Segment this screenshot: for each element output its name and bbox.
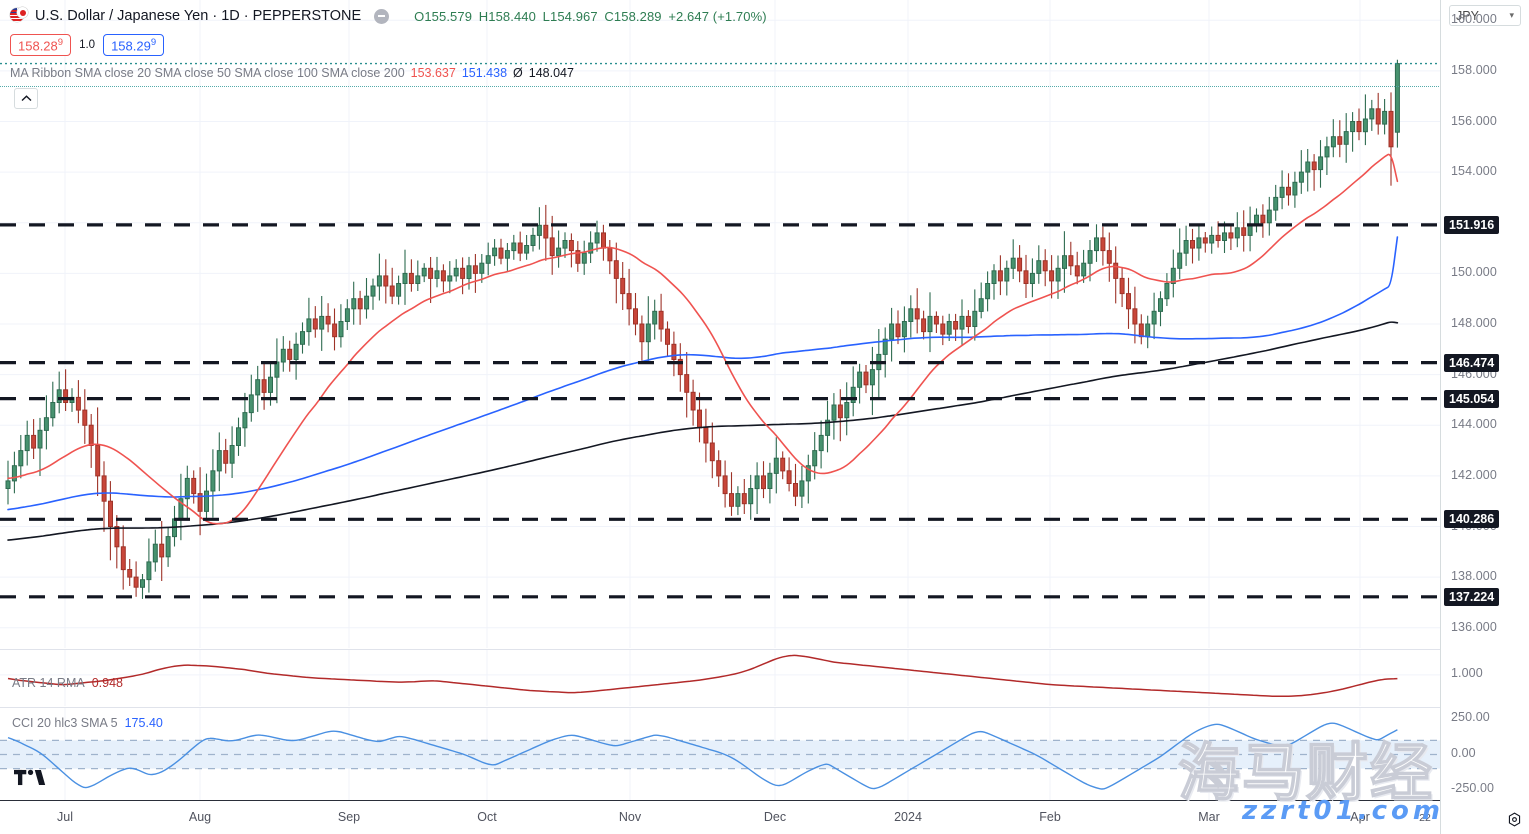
currency-label: JPY	[1456, 8, 1479, 23]
time-axis-tick: Apr	[1350, 810, 1370, 824]
atr-chart-canvas	[0, 650, 1440, 706]
cci-axis-tick: 250.00	[1451, 710, 1490, 725]
currency-selector[interactable]: JPY ▾	[1449, 5, 1521, 26]
price-level-badge[interactable]: 145.054	[1444, 389, 1500, 408]
ma-ribbon-value-avg: 148.047	[528, 66, 574, 80]
price-chart-canvas	[0, 0, 1440, 648]
atr-legend[interactable]: ATR 14 RMA 0.948	[12, 676, 123, 690]
cci-title: CCI 20 hlc3 SMA 5	[12, 716, 118, 730]
price-level-badge[interactable]: 140.286	[1444, 510, 1500, 529]
ma-ribbon-avg-symbol: Ø	[513, 66, 523, 80]
price-axis-tick: 160.000	[1451, 12, 1497, 27]
chevron-up-icon	[21, 95, 31, 102]
price-axis-tick: 150.000	[1451, 265, 1497, 280]
time-axis-tick: 2024	[894, 810, 922, 824]
price-axis-tick: 136.000	[1451, 619, 1497, 634]
time-axis-tick: Dec	[763, 810, 787, 824]
price-axis[interactable]: JPY ▾ 136.000138.000140.000142.000144.00…	[1440, 0, 1529, 834]
cci-chart-canvas	[0, 708, 1440, 800]
price-axis-tick: 138.000	[1451, 569, 1497, 584]
bid-price-box[interactable]: 158.289	[10, 34, 72, 57]
time-axis-tick: Nov	[618, 810, 642, 824]
time-axis[interactable]: Jul Aug Sep Oct Nov Dec 2024 Feb Mar Apr 22	[0, 800, 1440, 834]
ask-price: 158.29	[111, 38, 151, 54]
price-axis-tick: 156.000	[1451, 113, 1497, 128]
ohlc-low: L154.967	[542, 8, 598, 24]
time-axis-tick: Jul	[57, 810, 73, 824]
pane-separator	[0, 86, 1529, 87]
tradingview-logo[interactable]	[14, 768, 48, 792]
symbol-title[interactable]: U.S. Dollar / Japanese Yen · 1D · PEPPER…	[35, 8, 362, 24]
ma-ribbon-value-blue: 151.438	[461, 66, 508, 80]
time-axis-tick: Sep	[337, 810, 361, 824]
atr-axis-tick: 1.000	[1451, 665, 1483, 680]
ma-ribbon-value-red: 153.637	[410, 66, 456, 80]
ask-price-box[interactable]: 158.299	[103, 34, 165, 57]
hide-series-icon[interactable]	[374, 8, 390, 24]
spread-value: 1.0	[79, 39, 96, 52]
cci-indicator-pane[interactable]	[0, 707, 1440, 800]
chevron-down-icon: ▾	[1509, 10, 1514, 20]
bid-price-fraction: 9	[57, 37, 64, 48]
cci-axis-tick: -250.00	[1451, 780, 1495, 795]
time-axis-tick-last: 22	[1419, 812, 1431, 824]
cci-legend[interactable]: CCI 20 hlc3 SMA 5 175.40	[12, 716, 163, 730]
usd-jpy-flag-icon	[10, 7, 28, 25]
bid-price: 158.28	[18, 38, 58, 54]
cci-axis-tick: 0.00	[1451, 745, 1476, 760]
time-axis-tick: Feb	[1039, 810, 1061, 824]
ohlc-values: O155.579 H158.440 L154.967 C158.289 +2.6…	[414, 9, 770, 24]
time-axis-tick: Mar	[1198, 810, 1220, 824]
price-axis-tick: 158.000	[1451, 62, 1497, 77]
collapse-pane-button[interactable]	[14, 88, 38, 109]
atr-indicator-pane[interactable]	[0, 649, 1440, 706]
price-level-badge[interactable]: 137.224	[1444, 587, 1500, 606]
chart-settings-icon[interactable]	[1503, 808, 1525, 830]
ohlc-open: O155.579	[414, 8, 473, 24]
main-price-pane[interactable]	[0, 0, 1440, 648]
ma-ribbon-legend[interactable]: MA Ribbon SMA close 20 SMA close 50 SMA …	[10, 66, 574, 80]
ohlc-high: H158.440	[478, 8, 536, 24]
ma-ribbon-title: MA Ribbon SMA close 20 SMA close 50 SMA …	[10, 66, 405, 80]
atr-title: ATR 14 RMA	[12, 676, 85, 690]
ohlc-change: +2.647 (+1.70%)	[668, 8, 767, 24]
price-axis-tick: 142.000	[1451, 467, 1497, 482]
price-axis-tick: 148.000	[1451, 316, 1497, 330]
time-axis-tick: Aug	[188, 810, 212, 824]
price-axis-tick: 144.000	[1451, 417, 1497, 432]
symbol-header-row: U.S. Dollar / Japanese Yen · 1D · PEPPER…	[10, 7, 770, 25]
quote-row: 158.289 1.0 158.299	[10, 34, 165, 57]
price-axis-tick: 154.000	[1451, 164, 1497, 179]
cci-value: 175.40	[124, 716, 163, 730]
price-level-badge[interactable]: 151.916	[1444, 215, 1500, 234]
ask-price-fraction: 9	[150, 37, 157, 48]
price-level-badge[interactable]: 146.474	[1444, 353, 1500, 372]
atr-value: 0.948	[91, 676, 123, 690]
ohlc-close: C158.289	[604, 8, 662, 24]
time-axis-tick: Oct	[477, 810, 497, 824]
